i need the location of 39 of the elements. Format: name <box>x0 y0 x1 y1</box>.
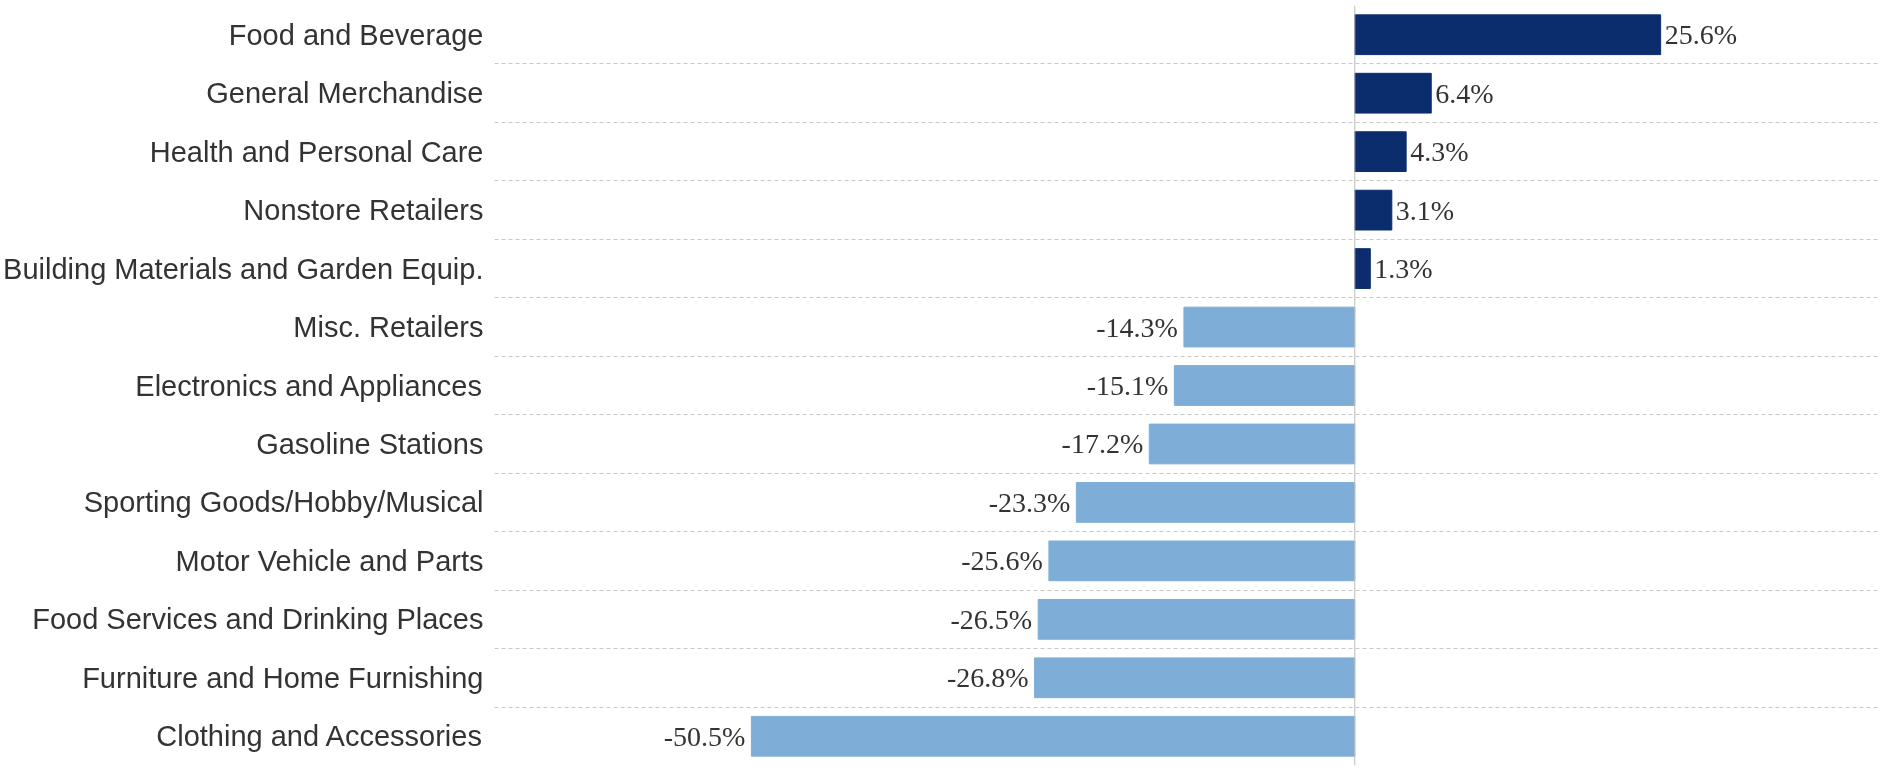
bar <box>1148 423 1356 465</box>
y-tick-label: Building Materials and Garden Equip. <box>3 252 484 285</box>
y-tick-label: Food and Beverage <box>228 18 484 51</box>
bar <box>1354 14 1662 56</box>
bar <box>1354 189 1393 231</box>
bar <box>1034 657 1356 699</box>
y-tick-label: Clothing and Accessories <box>156 720 482 753</box>
data-label: 4.3% <box>1410 136 1469 168</box>
y-tick-label: Health and Personal Care <box>149 135 484 168</box>
data-label: -15.1% <box>1086 370 1169 401</box>
bar <box>1354 131 1407 173</box>
y-tick-label: Nonstore Retailers <box>243 194 484 227</box>
y-tick-label: Food Services and Drinking Places <box>32 603 484 636</box>
y-tick-label: Misc. Retailers <box>293 311 484 344</box>
bar <box>1173 365 1356 406</box>
bar <box>1354 72 1432 114</box>
data-label: -14.3% <box>1096 311 1178 343</box>
bar <box>750 715 1356 757</box>
data-label: 6.4% <box>1435 77 1494 109</box>
data-label: 3.1% <box>1395 194 1455 226</box>
data-label: -50.5% <box>663 720 746 752</box>
bar <box>1354 248 1371 289</box>
bar <box>1075 482 1356 523</box>
data-label: 1.3% <box>1374 253 1433 285</box>
data-label: -17.2% <box>1061 428 1144 460</box>
data-label: -25.6% <box>961 545 1043 577</box>
data-label: -23.3% <box>988 486 1071 518</box>
y-tick-label: Gasoline Stations <box>256 427 484 460</box>
y-tick-label: Furniture and Home Furnishing <box>82 661 484 694</box>
bar <box>1037 598 1356 640</box>
y-tick-label: Sporting Goods/Hobby/Musical <box>83 486 484 519</box>
y-tick-label: Electronics and Appliances <box>135 369 482 402</box>
data-label: -26.8% <box>946 662 1029 694</box>
y-tick-label: General Merchandise <box>206 77 484 110</box>
data-label: -26.5% <box>950 603 1033 635</box>
data-label: 25.6% <box>1664 19 1737 51</box>
bar <box>1048 540 1356 582</box>
bar <box>1183 306 1356 348</box>
y-tick-label: Motor Vehicle and Parts <box>175 544 484 577</box>
